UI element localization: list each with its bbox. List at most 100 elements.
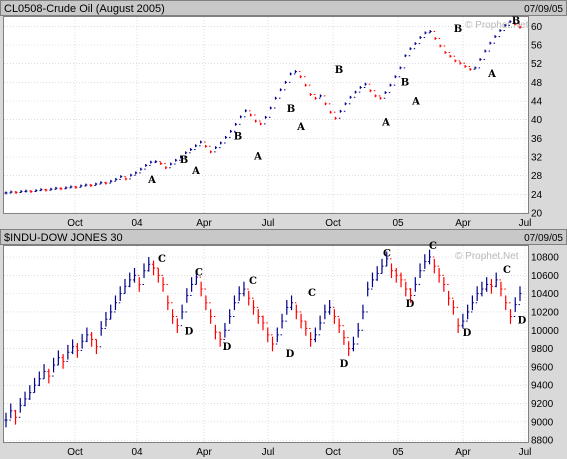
ohlc-bar [251, 297, 255, 315]
ohlc-bar [342, 325, 346, 345]
annotation-label: C [195, 268, 203, 279]
ohlc-bar [124, 176, 128, 181]
y-tick-label: 52 [531, 59, 543, 70]
ohlc-bar [254, 114, 258, 123]
y-tick-label: 10400 [531, 289, 559, 300]
ohlc-bar [104, 181, 108, 185]
y-tick-label: 9600 [531, 362, 554, 373]
ohlc-bar [214, 146, 218, 153]
y-tick-label: 9400 [531, 381, 554, 392]
y-tick-label: 10800 [531, 252, 559, 263]
y-tick-label: 32 [531, 153, 543, 164]
dow-jones-chart-panel: $INDU-DOW JONES 30 07/09/05 © Prophet.Ne… [0, 229, 567, 459]
ohlc-bar [280, 313, 284, 336]
ohlc-bar [418, 263, 422, 285]
annotation-label: A [411, 97, 420, 108]
x-tick-label: Jul [262, 218, 275, 229]
annotation-label: C [429, 241, 437, 252]
ohlc-bar [142, 263, 146, 285]
annotation-label: A [253, 152, 262, 163]
ohlc-bar [488, 41, 492, 52]
ohlc-bar [458, 60, 462, 65]
ohlc-bar [174, 158, 178, 165]
ohlc-bar [461, 313, 465, 329]
annotation-label: D [406, 299, 415, 310]
ohlc-bar [85, 327, 89, 343]
annotation-label: C [158, 254, 166, 265]
ohlc-bar [498, 29, 502, 38]
ohlc-bar [99, 321, 103, 348]
ohlc-bar [204, 288, 208, 311]
ohlc-bar [104, 311, 108, 329]
ohlc-bar [299, 311, 303, 329]
y-tick-label: 10000 [531, 326, 559, 337]
y-tick-label: 24 [531, 190, 543, 201]
x-tick-label: 05 [392, 447, 404, 458]
ohlc-bar [418, 36, 422, 45]
ohlc-bar [99, 181, 103, 185]
ohlc-bar [166, 283, 170, 311]
x-tick-label: Apr [455, 447, 471, 458]
ohlc-bar [179, 155, 183, 161]
ohlc-bar [37, 371, 41, 387]
ohlc-bar [134, 171, 138, 176]
chart-date: 07/09/05 [524, 4, 563, 15]
ohlc-bar [223, 322, 227, 340]
ohlc-bar [283, 80, 287, 91]
dow-jones-chart: $INDU-DOW JONES 30 07/09/05 © Prophet.Ne… [0, 229, 567, 459]
ohlc-bar [337, 316, 341, 334]
ohlc-bar [149, 160, 153, 166]
annotation-label: A [147, 175, 156, 186]
ohlc-bar [175, 316, 179, 334]
ohlc-bar [433, 30, 437, 40]
ohlc-bar [356, 322, 360, 345]
ohlc-bar [443, 45, 447, 54]
y-tick-label: 9800 [531, 344, 554, 355]
x-tick-label: Jul [262, 447, 275, 458]
annotation-label: D [518, 315, 527, 326]
plot-area [3, 245, 529, 443]
ohlc-bar [71, 339, 75, 355]
ohlc-bar [380, 258, 384, 274]
ohlc-bar [351, 336, 355, 352]
ohlc-bar [313, 93, 317, 100]
ohlc-bar [90, 332, 94, 347]
ohlc-bar [239, 115, 243, 125]
ohlc-bar [256, 306, 260, 324]
y-tick-label: 36 [531, 134, 543, 145]
ohlc-bar [123, 278, 127, 295]
ohlc-bar [309, 327, 313, 347]
ohlc-bar [159, 161, 163, 165]
ohlc-bar [261, 315, 265, 331]
x-tick-label: Apr [196, 447, 212, 458]
ohlc-bar [244, 109, 248, 118]
ohlc-bar [463, 62, 467, 68]
ohlc-bar [119, 175, 123, 180]
annotation-label: A [487, 69, 496, 80]
grid [4, 17, 528, 214]
ohlc-bar [378, 95, 382, 100]
ohlc-bar [353, 90, 357, 98]
x-tick-label: 04 [131, 218, 143, 229]
ohlc-bar [343, 102, 347, 112]
ohlc-bar [14, 409, 18, 425]
ohlc-bar [399, 272, 403, 288]
grid [4, 246, 528, 442]
ohlc-bar [333, 111, 337, 120]
ohlc-bar [293, 70, 297, 75]
ohlc-bar [288, 72, 292, 83]
ohlc-bar [94, 182, 98, 186]
ohlc-bar [247, 288, 251, 306]
ohlc-bar [24, 189, 28, 193]
ohlc-bar [504, 288, 508, 311]
ohlc-bar [361, 304, 365, 331]
ohlc-bar [447, 283, 451, 306]
ohlc-bar [204, 141, 208, 148]
ohlc-bar [428, 30, 432, 34]
ohlc-bar [358, 86, 362, 93]
annotation-label: B [401, 77, 409, 88]
ohlc-bar [49, 187, 53, 191]
ohlc-bar [478, 58, 482, 69]
ohlc-bar [194, 144, 198, 151]
ohlc-bar [263, 115, 267, 125]
